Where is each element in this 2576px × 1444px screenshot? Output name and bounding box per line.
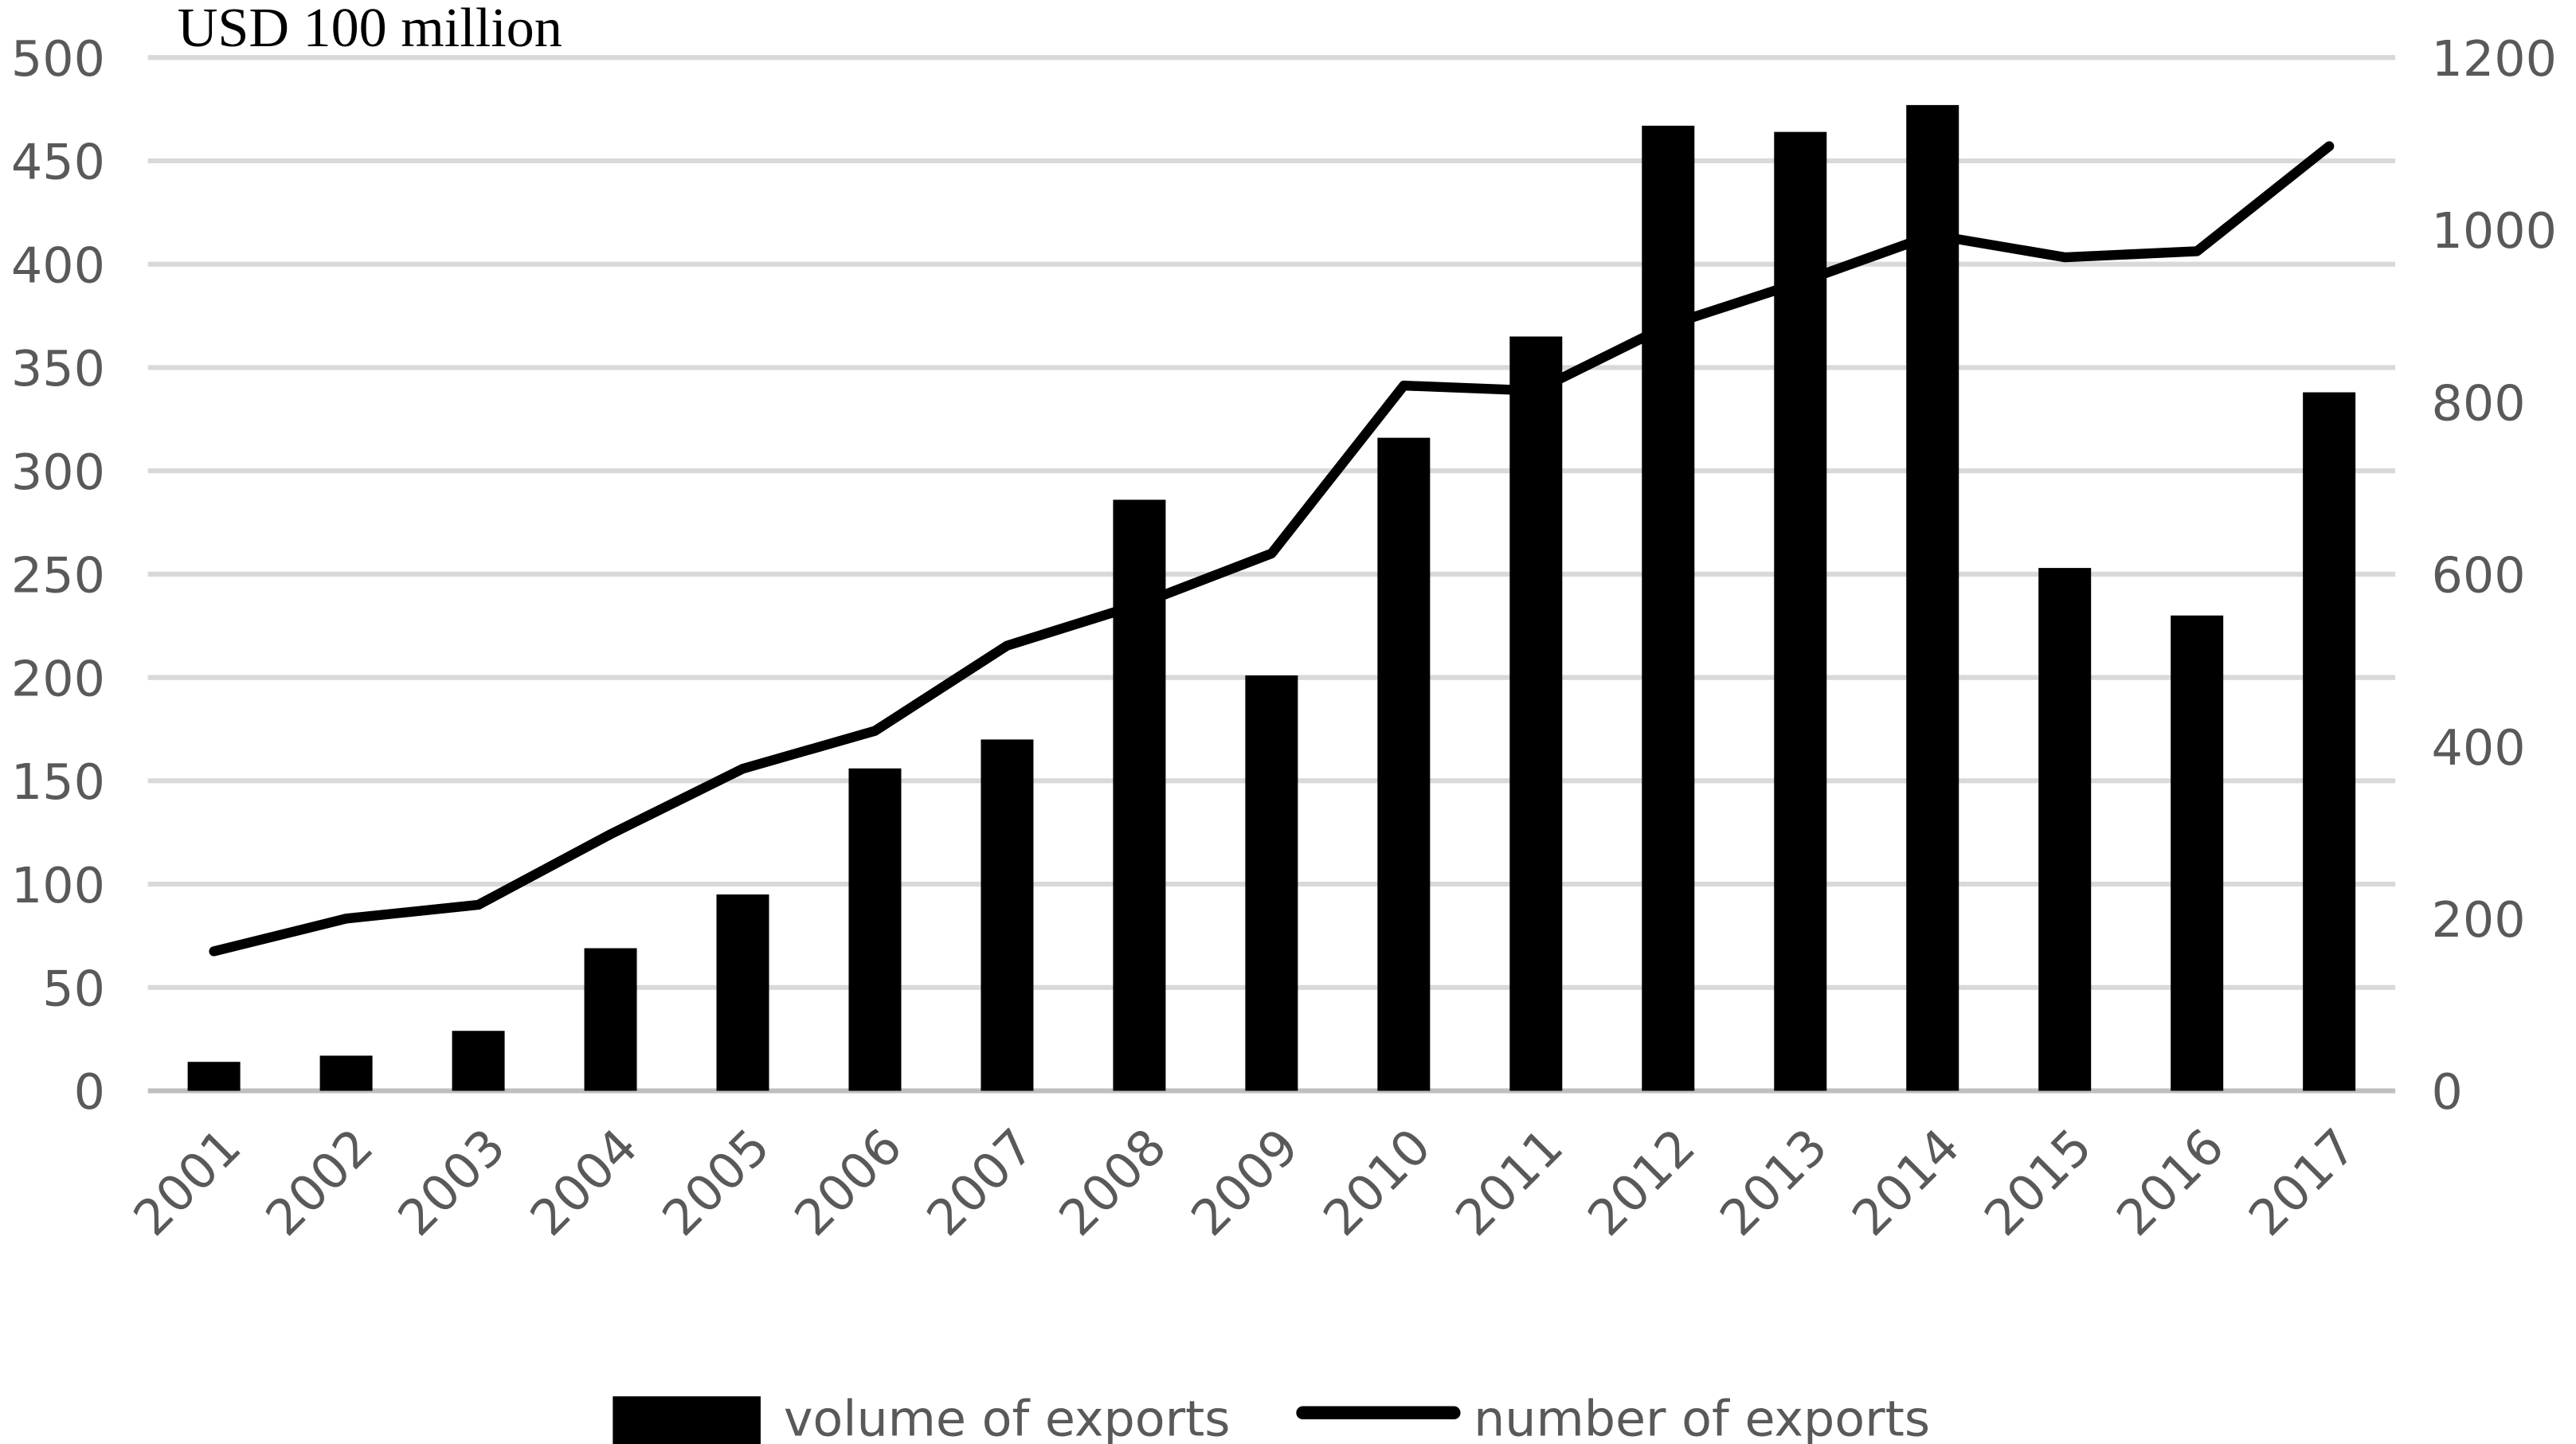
y-right-tick-label: 400 <box>2432 719 2526 777</box>
y-right-tick-label: 1000 <box>2432 202 2557 260</box>
bar-2002 <box>319 1055 373 1091</box>
x-tick-label: 2010 <box>1313 1117 1442 1246</box>
bar-2010 <box>1377 437 1431 1091</box>
bar-2001 <box>187 1062 241 1091</box>
y-left-tick-label: 300 <box>11 444 105 501</box>
bar-2011 <box>1509 336 1563 1091</box>
y-right-tick-label: 800 <box>2432 374 2526 432</box>
bars <box>187 104 2356 1091</box>
y-left-tick-label: 450 <box>11 134 105 191</box>
x-tick-label: 2013 <box>1709 1117 1838 1246</box>
y-left-tick-label: 50 <box>42 960 105 1017</box>
y-left-tick-label: 350 <box>11 340 105 397</box>
y-left-tick-label: 0 <box>74 1063 105 1121</box>
x-tick-label: 2008 <box>1048 1117 1177 1246</box>
bar-2003 <box>452 1031 505 1091</box>
bar-2008 <box>1113 499 1166 1091</box>
y-left-tick-label: 100 <box>11 857 105 914</box>
bar-2015 <box>2038 568 2092 1091</box>
x-tick-label: 2007 <box>916 1117 1045 1246</box>
legend-label-volume: volume of exports <box>784 1391 1231 1444</box>
y-right-tick-label: 0 <box>2432 1063 2463 1121</box>
y-left-unit-label: USD 100 million <box>178 0 562 59</box>
bar-2007 <box>981 739 1034 1091</box>
y-right-tick-label: 200 <box>2432 891 2526 949</box>
bar-2009 <box>1245 675 1298 1091</box>
x-tick-label: 2001 <box>123 1117 252 1246</box>
y-left-tick-label: 400 <box>11 237 105 294</box>
x-tick-label: 2011 <box>1445 1117 1574 1246</box>
bar-2016 <box>2171 615 2224 1091</box>
x-tick-label: 2015 <box>1974 1117 2103 1246</box>
x-tick-label: 2004 <box>519 1117 648 1246</box>
bar-2004 <box>584 948 637 1091</box>
bar-2006 <box>848 768 902 1091</box>
y-right-tick-label: 600 <box>2432 547 2526 605</box>
y-left-tick-label: 150 <box>11 753 105 811</box>
legend-label-number: number of exports <box>1474 1391 1930 1444</box>
y-right-tick-label: 1200 <box>2432 30 2557 88</box>
x-tick-label: 2014 <box>1842 1117 1971 1246</box>
bar-2017 <box>2303 392 2356 1091</box>
x-tick-label: 2002 <box>255 1117 384 1246</box>
x-tick-label: 2012 <box>1577 1117 1706 1246</box>
y-left-tick-label: 200 <box>11 650 105 707</box>
x-tick-label: 2003 <box>387 1117 516 1246</box>
x-tick-label: 2017 <box>2238 1117 2367 1246</box>
legend: volume of exports number of exports <box>613 1391 1930 1444</box>
line-series <box>209 141 2335 957</box>
bar-2014 <box>1906 104 1959 1091</box>
bar-2012 <box>1642 125 1695 1091</box>
x-tick-label: 2016 <box>2106 1117 2235 1246</box>
legend-swatch-bar <box>613 1396 761 1444</box>
x-tick-label: 2005 <box>652 1117 781 1246</box>
x-tick-label: 2006 <box>784 1117 913 1246</box>
bar-2005 <box>716 894 769 1091</box>
y-left-tick-label: 500 <box>11 30 105 88</box>
x-tick-label: 2009 <box>1180 1117 1310 1246</box>
y-left-tick-label: 250 <box>11 547 105 605</box>
